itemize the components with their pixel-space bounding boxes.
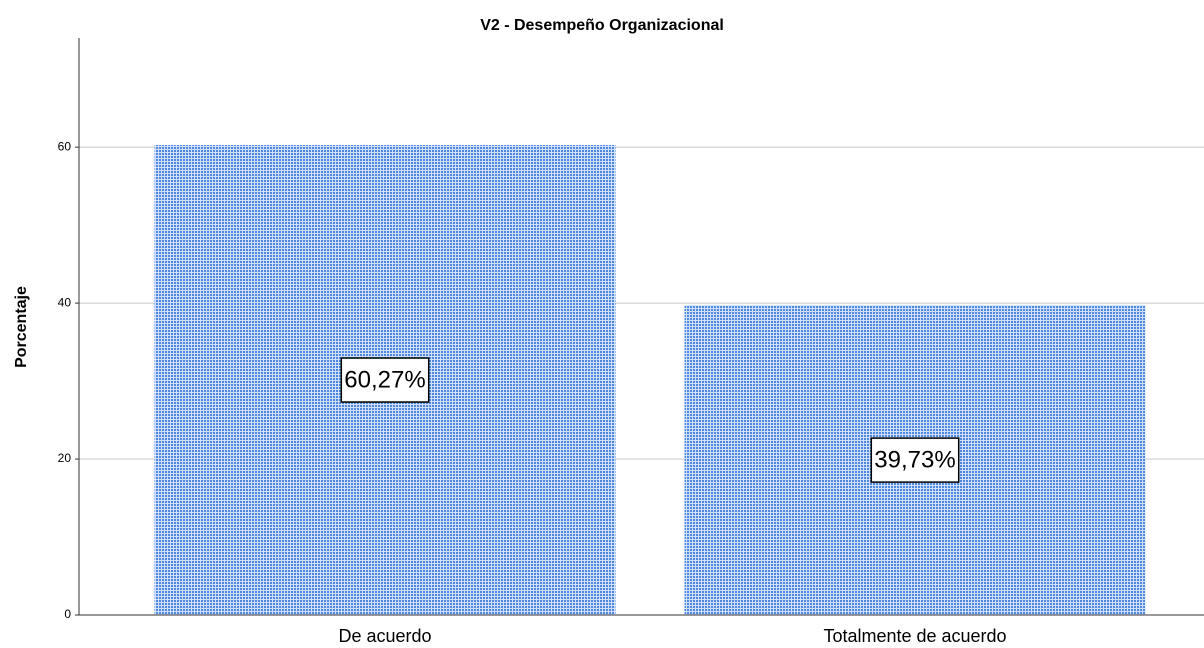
x-tick-label: Totalmente de acuerdo bbox=[823, 626, 1006, 646]
value-label-box bbox=[870, 437, 960, 483]
y-tick-label: 0 bbox=[64, 607, 71, 621]
y-tick-label: 40 bbox=[58, 295, 72, 309]
y-tick-label: 60 bbox=[58, 139, 72, 153]
value-label: 60,27% bbox=[344, 366, 425, 393]
chart-title: V2 - Desempeño Organizacional bbox=[480, 17, 724, 34]
value-label: 39,73% bbox=[874, 446, 955, 473]
y-axis-label: Porcentaje bbox=[13, 286, 30, 368]
x-tick-label: De acuerdo bbox=[338, 626, 431, 646]
value-label-box bbox=[340, 357, 430, 403]
y-tick-label: 20 bbox=[58, 451, 72, 465]
